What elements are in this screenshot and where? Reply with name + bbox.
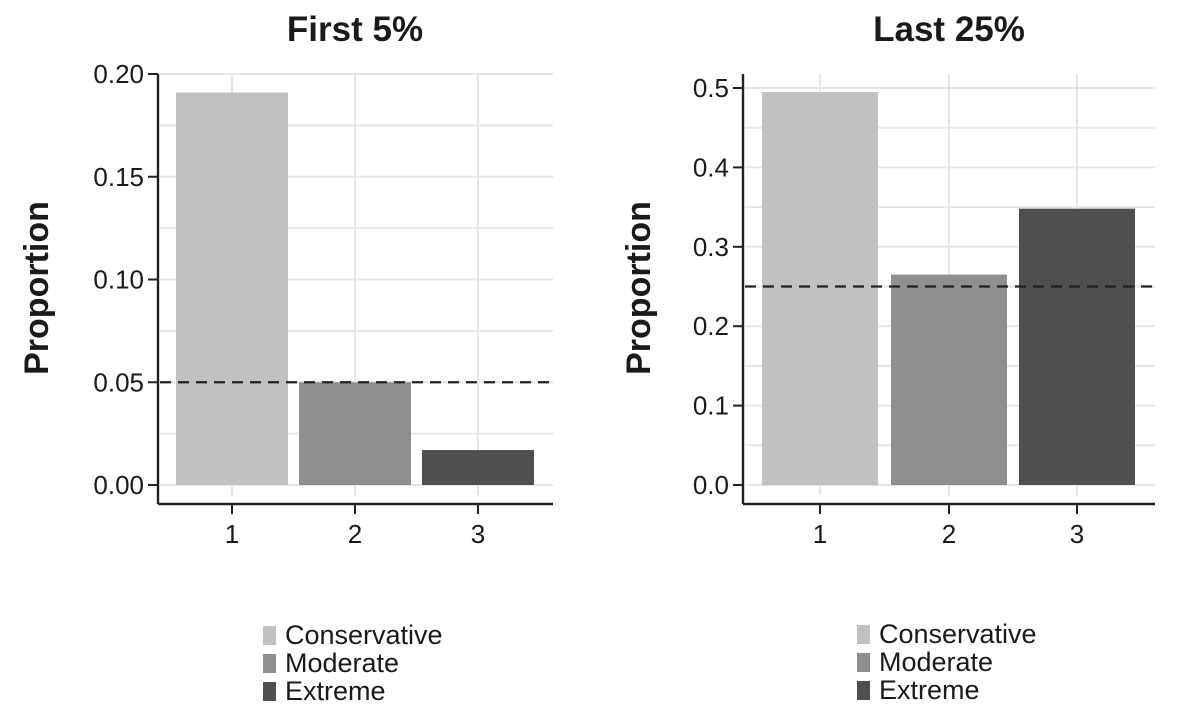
bar-extreme: [1019, 208, 1135, 486]
legend-swatch-moderate: [857, 652, 870, 672]
legend-item-moderate: Moderate: [857, 648, 1037, 676]
legend-label-moderate: Moderate: [285, 648, 400, 678]
legend-item-extreme: Extreme: [263, 677, 443, 705]
chart-title: First 5%: [287, 10, 423, 49]
x-tick-label: 1: [813, 519, 827, 549]
legend-item-extreme: Extreme: [857, 676, 1037, 704]
legend-swatch-moderate: [263, 653, 276, 673]
y-tick-label: 0.1: [693, 391, 729, 421]
legend-item-moderate: Moderate: [263, 649, 443, 677]
y-tick-label: 0.05: [93, 367, 144, 397]
legend-item-conservative: Conservative: [857, 620, 1037, 648]
legend-label-extreme: Extreme: [879, 675, 980, 705]
legend-item-conservative: Conservative: [263, 621, 443, 649]
x-tick-label: 3: [1070, 519, 1084, 549]
y-tick-label: 0.3: [693, 232, 729, 262]
bar-extreme: [422, 450, 534, 485]
bar-conservative: [176, 92, 288, 486]
legend-label-extreme: Extreme: [285, 676, 386, 706]
chart-panel-1: 0.00 0.05 0.10 0.15 0.20 1 2 3 First 5% Proportio…: [18, 10, 553, 549]
legend-label-conservative: Conservative: [879, 619, 1037, 649]
x-tick-label: 2: [348, 519, 362, 549]
legend-label-conservative: Conservative: [285, 620, 443, 650]
chart-title: Last 25%: [873, 10, 1025, 49]
y-tick-label: 0.2: [693, 311, 729, 341]
legend-right: Conservative Moderate Extreme: [857, 620, 1037, 704]
y-tick-label: 0.4: [693, 152, 729, 182]
x-tick-label: 3: [471, 519, 485, 549]
bar-moderate: [891, 274, 1007, 485]
bar-conservative: [762, 91, 878, 485]
y-axis-label: Proportion: [620, 201, 658, 375]
x-tick-label: 1: [225, 519, 239, 549]
x-tick-label: 2: [942, 519, 956, 549]
legend-swatch-conservative: [857, 624, 870, 644]
legend-swatch-conservative: [263, 625, 276, 645]
y-tick-label: 0.00: [93, 470, 144, 500]
y-tick-label: 0.0: [693, 470, 729, 500]
legend-swatch-extreme: [857, 680, 870, 700]
legend-label-moderate: Moderate: [879, 647, 994, 677]
y-tick-label: 0.20: [93, 59, 144, 89]
bar-moderate: [299, 382, 411, 485]
y-tick-label: 0.5: [693, 73, 729, 103]
legend-swatch-extreme: [263, 681, 276, 701]
y-tick-label: 0.15: [93, 162, 144, 192]
y-tick-label: 0.10: [93, 265, 144, 295]
legend-left: Conservative Moderate Extreme: [263, 621, 443, 705]
chart-panel-2: 0.0 0.1 0.2 0.3 0.4 0.5 1 2 3 Last 25% Proportion: [620, 10, 1155, 549]
y-axis-label: Proportion: [18, 201, 56, 375]
